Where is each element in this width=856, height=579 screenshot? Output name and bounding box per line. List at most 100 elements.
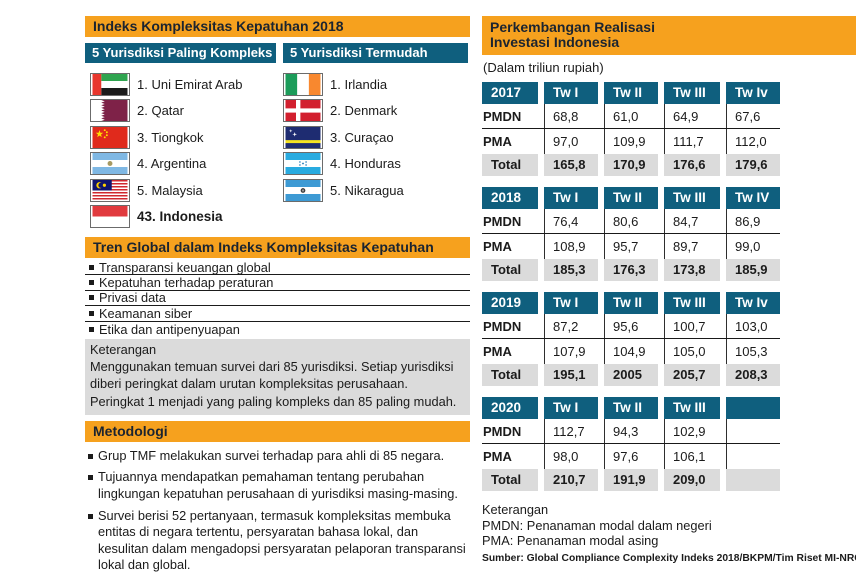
row-label: PMDN <box>483 318 522 334</box>
note-title: Keterangan <box>90 341 157 357</box>
value-cell: 100,7 <box>664 314 720 338</box>
country-row-nicaragua: 5. Nikaragua <box>283 177 470 204</box>
country-label: 3. Tiongkok <box>137 129 204 145</box>
argentina-flag-icon <box>90 152 130 176</box>
methodology-item: Grup TMF melakukan survei terhadap para … <box>85 448 470 465</box>
value-cell: 104,9 <box>604 339 658 364</box>
survey-note-box: Keterangan Menggunakan temuan survei dar… <box>85 338 470 415</box>
trend-item-label: Etika dan antipenyuapan <box>99 321 240 337</box>
value-cell: 97,0 <box>544 129 598 154</box>
value-cell: 106,1 <box>664 444 720 469</box>
total-cell: 208,3 <box>726 364 780 386</box>
total-cell: 185,3 <box>544 259 598 281</box>
investment-panel: Perkembangan Realisasi Investasi Indones… <box>482 16 856 579</box>
value-cell: 98,0 <box>544 444 598 469</box>
value-cell: 107,9 <box>544 339 598 364</box>
row-label: PMA <box>483 239 512 254</box>
value-cell: 80,6 <box>604 209 658 233</box>
investment-table-2017: 2017 Tw I Tw II Tw III Tw Iv PMDN 68,8 6… <box>482 82 780 176</box>
table-header-row: 2020 Tw I Tw II Tw III <box>482 397 780 419</box>
quarter-header-cell: Tw III <box>664 82 720 104</box>
pma-row: PMA 107,9 104,9 105,0 105,3 <box>482 339 780 364</box>
quarter-header-cell: Tw I <box>544 397 598 419</box>
value-cell: 112,0 <box>726 129 780 154</box>
value-cell <box>726 444 780 469</box>
row-label: PMA <box>483 449 512 464</box>
quarter-header-cell: Tw IV <box>726 187 780 209</box>
value-cell: 97,6 <box>604 444 658 469</box>
methodology-item: Tujuannya mendapatkan pemahaman tentang … <box>85 469 470 502</box>
index-complexity-header: Indeks Kompleksitas Kepatuhan 2018 <box>85 16 470 37</box>
methodology-list: Grup TMF melakukan survei terhadap para … <box>85 448 470 574</box>
total-cell <box>726 469 780 491</box>
pmdn-row: PMDN 87,2 95,6 100,7 103,0 <box>482 314 780 339</box>
total-cell: 179,6 <box>726 154 780 176</box>
trend-item-label: Keamanan siber <box>99 305 193 321</box>
source-line: Sumber: Global Compliance Complexity Ind… <box>482 552 856 564</box>
row-label: PMDN <box>483 213 522 229</box>
trend-item: Keamanan siber <box>85 305 470 322</box>
quarter-header-cell: Tw II <box>604 82 658 104</box>
total-row: Total 195,1 2005 205,7 208,3 <box>482 364 780 386</box>
compliance-panel: Indeks Kompleksitas Kepatuhan 2018 5 Yur… <box>85 16 470 579</box>
total-cell: 2005 <box>604 364 658 386</box>
country-label: 3. Curaçao <box>330 129 394 145</box>
country-label: 4. Argentina <box>137 156 207 172</box>
row-label: PMDN <box>483 423 522 439</box>
trend-item-label: Kepatuhan terhadap peraturan <box>99 275 274 291</box>
quarter-header-cell: Tw Iv <box>726 82 780 104</box>
denmark-flag-icon <box>283 99 323 123</box>
row-label: PMA <box>483 134 512 149</box>
investment-header: Perkembangan Realisasi Investasi Indones… <box>482 16 856 55</box>
global-trends-header: Tren Global dalam Indeks Kompleksitas Ke… <box>85 237 470 258</box>
value-cell: 76,4 <box>544 209 598 233</box>
pmdn-row: PMDN 112,7 94,3 102,9 <box>482 419 780 444</box>
quarter-header-cell: Tw I <box>544 187 598 209</box>
total-cell: 205,7 <box>664 364 720 386</box>
note-body: Menggunakan temuan survei dari 85 yurisd… <box>90 359 457 409</box>
table-header-row: 2017 Tw I Tw II Tw III Tw Iv <box>482 82 780 104</box>
qatar-flag-icon <box>90 99 130 123</box>
year-cell: 2017 <box>482 82 538 104</box>
quarter-header-cell: Tw II <box>604 397 658 419</box>
country-row-honduras: 4. Honduras <box>283 151 470 178</box>
most-complex-subheader: 5 Yurisdiksi Paling Kompleks <box>85 43 276 63</box>
country-row-china: 3. Tiongkok <box>90 124 282 151</box>
trend-item: Etika dan antipenyuapan <box>85 322 470 337</box>
country-row-indonesia: 43. Indonesia <box>90 204 282 231</box>
row-label: PMDN <box>483 108 522 124</box>
country-label: 1. Uni Emirat Arab <box>137 76 243 92</box>
country-label: 5. Nikaragua <box>330 182 404 198</box>
quarter-header-cell: Tw II <box>604 292 658 314</box>
country-row-malaysia: 5. Malaysia <box>90 177 282 204</box>
most-complex-country-list: 1. Uni Emirat Arab 2. Qatar <box>85 71 282 230</box>
investment-header-line1: Perkembangan Realisasi <box>490 19 655 35</box>
global-trends-list: Transparansi keuangan global Kepatuhan t… <box>85 260 470 337</box>
year-cell: 2019 <box>482 292 538 314</box>
value-cell: 68,8 <box>544 104 598 128</box>
country-label: 2. Denmark <box>330 103 398 119</box>
pma-row: PMA 97,0 109,9 111,7 112,0 <box>482 129 780 154</box>
country-row-curacao: 3. Curaçao <box>283 124 470 151</box>
quarter-header-cell: Tw I <box>544 292 598 314</box>
value-cell: 111,7 <box>664 129 720 154</box>
value-cell: 87,2 <box>544 314 598 338</box>
row-label: Total <box>482 154 538 176</box>
value-cell: 105,0 <box>664 339 720 364</box>
quarter-header-cell: Tw III <box>664 397 720 419</box>
value-cell: 103,0 <box>726 314 780 338</box>
uae-flag-icon <box>90 72 130 96</box>
year-cell: 2020 <box>482 397 538 419</box>
row-label: Total <box>482 364 538 386</box>
total-cell: 195,1 <box>544 364 598 386</box>
value-cell: 94,3 <box>604 419 658 443</box>
country-row-argentina: 4. Argentina <box>90 151 282 178</box>
pma-row: PMA 108,9 95,7 89,7 99,0 <box>482 234 780 259</box>
value-cell: 105,3 <box>726 339 780 364</box>
country-row-qatar: 2. Qatar <box>90 98 282 125</box>
total-cell: 209,0 <box>664 469 720 491</box>
total-cell: 176,3 <box>604 259 658 281</box>
total-cell: 185,9 <box>726 259 780 281</box>
row-label: Total <box>482 469 538 491</box>
total-row: Total 165,8 170,9 176,6 179,6 <box>482 154 780 176</box>
